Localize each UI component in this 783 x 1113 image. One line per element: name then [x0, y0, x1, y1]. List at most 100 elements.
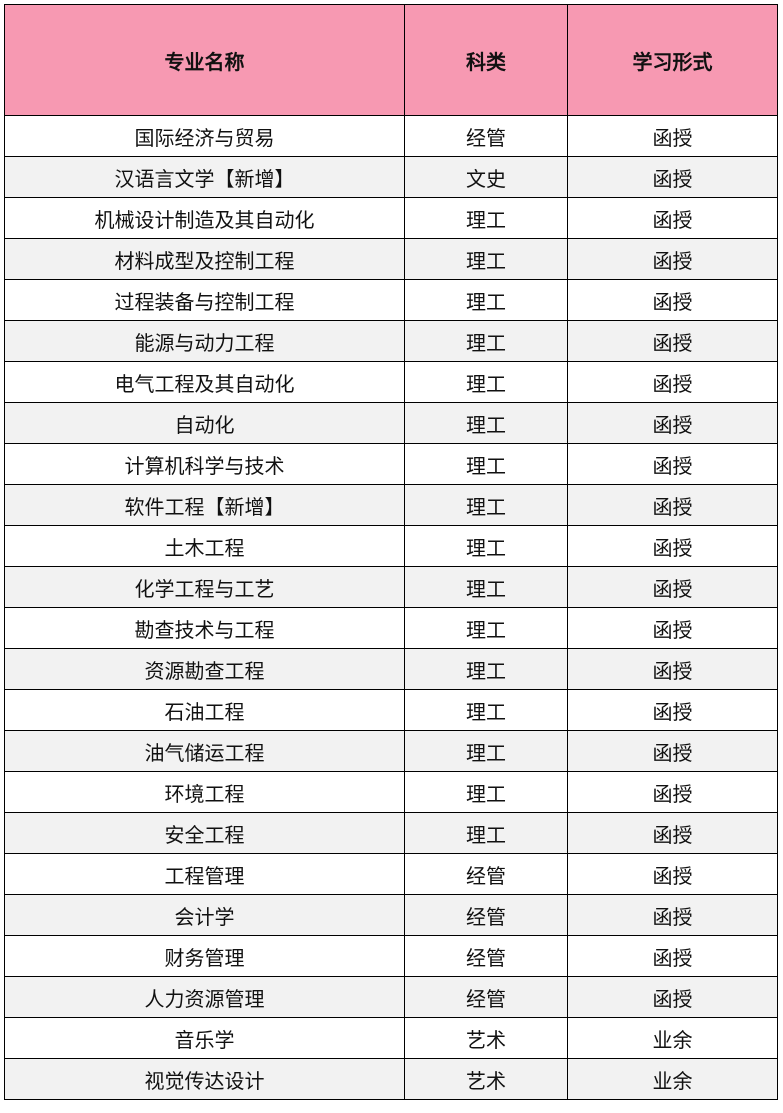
cell-category: 理工: [404, 812, 568, 854]
cell-category: 经管: [404, 115, 568, 157]
cell-name: 机械设计制造及其自动化: [4, 197, 405, 239]
cell-name: 资源勘查工程: [4, 648, 405, 690]
cell-mode: 函授: [567, 279, 778, 321]
cell-mode: 函授: [567, 976, 778, 1018]
cell-mode: 函授: [567, 812, 778, 854]
cell-mode: 业余: [567, 1058, 778, 1100]
cell-category: 艺术: [404, 1017, 568, 1059]
cell-name: 电气工程及其自动化: [4, 361, 405, 403]
table-row: 电气工程及其自动化 理工 函授: [4, 361, 778, 403]
header-name: 专业名称: [4, 4, 405, 116]
table-row: 人力资源管理 经管 函授: [4, 976, 778, 1018]
table-row: 安全工程 理工 函授: [4, 812, 778, 854]
cell-mode: 函授: [567, 361, 778, 403]
cell-category: 理工: [404, 730, 568, 772]
cell-mode: 函授: [567, 935, 778, 977]
table-row: 环境工程 理工 函授: [4, 771, 778, 813]
cell-mode: 函授: [567, 607, 778, 649]
cell-category: 理工: [404, 771, 568, 813]
cell-category: 经管: [404, 853, 568, 895]
cell-mode: 函授: [567, 771, 778, 813]
cell-name: 会计学: [4, 894, 405, 936]
cell-name: 石油工程: [4, 689, 405, 731]
cell-category: 文史: [404, 156, 568, 198]
cell-mode: 函授: [567, 853, 778, 895]
cell-category: 理工: [404, 279, 568, 321]
cell-category: 理工: [404, 566, 568, 608]
cell-category: 理工: [404, 648, 568, 690]
cell-category: 理工: [404, 402, 568, 444]
cell-mode: 函授: [567, 156, 778, 198]
cell-mode: 函授: [567, 689, 778, 731]
cell-name: 能源与动力工程: [4, 320, 405, 362]
cell-category: 理工: [404, 607, 568, 649]
cell-name: 材料成型及控制工程: [4, 238, 405, 280]
cell-name: 软件工程【新增】: [4, 484, 405, 526]
cell-mode: 函授: [567, 484, 778, 526]
cell-category: 理工: [404, 361, 568, 403]
cell-mode: 函授: [567, 443, 778, 485]
cell-category: 理工: [404, 238, 568, 280]
cell-category: 理工: [404, 443, 568, 485]
cell-category: 经管: [404, 935, 568, 977]
cell-name: 人力资源管理: [4, 976, 405, 1018]
table-row: 石油工程 理工 函授: [4, 689, 778, 731]
table-row: 软件工程【新增】 理工 函授: [4, 484, 778, 526]
cell-category: 理工: [404, 484, 568, 526]
table-row: 勘查技术与工程 理工 函授: [4, 607, 778, 649]
cell-mode: 函授: [567, 566, 778, 608]
cell-mode: 函授: [567, 648, 778, 690]
cell-name: 过程装备与控制工程: [4, 279, 405, 321]
cell-name: 计算机科学与技术: [4, 443, 405, 485]
table-row: 土木工程 理工 函授: [4, 525, 778, 567]
table-row: 国际经济与贸易 经管 函授: [4, 115, 778, 157]
cell-mode: 函授: [567, 894, 778, 936]
table-row: 会计学 经管 函授: [4, 894, 778, 936]
cell-name: 化学工程与工艺: [4, 566, 405, 608]
majors-table: 专业名称 科类 学习形式 国际经济与贸易 经管 函授 汉语言文学【新增】 文史 函授 机械设…: [4, 4, 778, 1100]
cell-mode: 函授: [567, 115, 778, 157]
cell-name: 安全工程: [4, 812, 405, 854]
cell-mode: 函授: [567, 730, 778, 772]
cell-name: 汉语言文学【新增】: [4, 156, 405, 198]
table-row: 过程装备与控制工程 理工 函授: [4, 279, 778, 321]
table-row: 计算机科学与技术 理工 函授: [4, 443, 778, 485]
cell-mode: 函授: [567, 402, 778, 444]
cell-category: 经管: [404, 894, 568, 936]
table-row: 能源与动力工程 理工 函授: [4, 320, 778, 362]
cell-category: 理工: [404, 197, 568, 239]
cell-category: 理工: [404, 525, 568, 567]
cell-mode: 函授: [567, 525, 778, 567]
table-row: 材料成型及控制工程 理工 函授: [4, 238, 778, 280]
cell-name: 财务管理: [4, 935, 405, 977]
table-row: 财务管理 经管 函授: [4, 935, 778, 977]
table-row: 油气储运工程 理工 函授: [4, 730, 778, 772]
cell-name: 音乐学: [4, 1017, 405, 1059]
cell-mode: 函授: [567, 238, 778, 280]
table-row: 工程管理 经管 函授: [4, 853, 778, 895]
cell-mode: 函授: [567, 320, 778, 362]
table-row: 化学工程与工艺 理工 函授: [4, 566, 778, 608]
cell-mode: 函授: [567, 197, 778, 239]
table-row: 机械设计制造及其自动化 理工 函授: [4, 197, 778, 239]
table-row: 资源勘查工程 理工 函授: [4, 648, 778, 690]
cell-category: 理工: [404, 320, 568, 362]
cell-name: 国际经济与贸易: [4, 115, 405, 157]
header-category: 科类: [404, 4, 568, 116]
table-row: 音乐学 艺术 业余: [4, 1017, 778, 1059]
cell-name: 自动化: [4, 402, 405, 444]
cell-name: 工程管理: [4, 853, 405, 895]
cell-category: 理工: [404, 689, 568, 731]
cell-category: 经管: [404, 976, 568, 1018]
table-row: 视觉传达设计 艺术 业余: [4, 1058, 778, 1100]
cell-name: 环境工程: [4, 771, 405, 813]
cell-name: 勘查技术与工程: [4, 607, 405, 649]
cell-name: 油气储运工程: [4, 730, 405, 772]
header-row: 专业名称 科类 学习形式: [4, 4, 778, 116]
cell-name: 视觉传达设计: [4, 1058, 405, 1100]
cell-mode: 业余: [567, 1017, 778, 1059]
cell-name: 土木工程: [4, 525, 405, 567]
table-row: 汉语言文学【新增】 文史 函授: [4, 156, 778, 198]
cell-category: 艺术: [404, 1058, 568, 1100]
header-mode: 学习形式: [567, 4, 778, 116]
